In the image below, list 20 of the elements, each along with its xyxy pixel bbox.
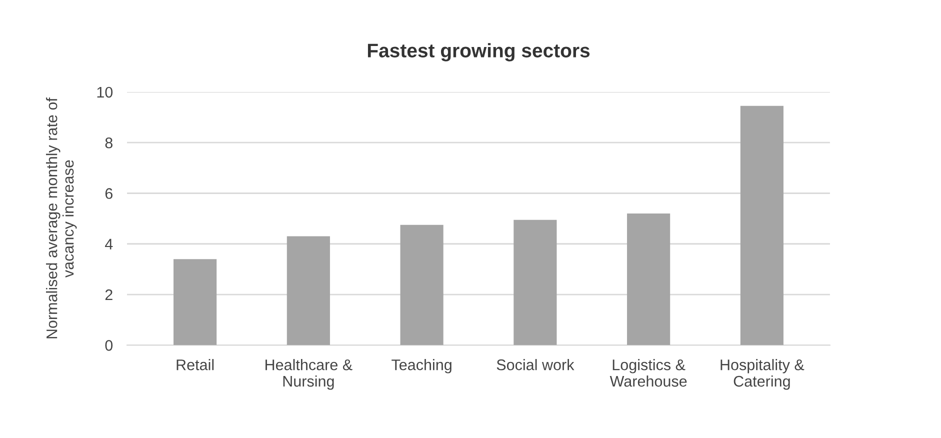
y-tick-label: 6	[105, 188, 112, 199]
x-tick-label: Healthcare & Nursing	[266, 359, 352, 390]
y-tick-label: 10	[97, 86, 113, 98]
y-tick-label: 8	[105, 137, 112, 148]
x-tick-label: Logistics & Warehouse	[610, 359, 687, 387]
y-tick-label: 0	[105, 340, 113, 351]
x-tick-label: Teaching	[392, 359, 452, 374]
bar	[400, 224, 444, 346]
bar	[514, 220, 557, 346]
y-tick-label: 2	[105, 289, 112, 300]
x-tick-label: Retail	[176, 359, 214, 370]
bar	[740, 106, 784, 346]
bar	[627, 214, 670, 346]
bar	[174, 259, 217, 346]
y-tick-label: 4	[105, 238, 113, 250]
y-axis-title: Normalised average monthly rate of vacancy increase	[46, 98, 77, 338]
x-tick-label: Social work	[496, 359, 574, 370]
x-tick-label: Hospitality & Catering	[720, 359, 804, 390]
chart-title: Fastest growing sectors	[368, 43, 590, 62]
bar	[286, 236, 330, 346]
